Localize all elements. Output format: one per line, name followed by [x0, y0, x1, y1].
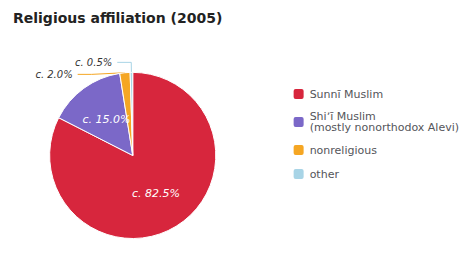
svg-text:c. 15.0%: c. 15.0%: [83, 113, 131, 126]
svg-text:c. 2.0%: c. 2.0%: [35, 69, 72, 80]
svg-text:Religious affiliation (2005): Religious affiliation (2005): [13, 10, 222, 26]
svg-text:Shiʼī Muslim: Shiʼī Muslim: [309, 110, 376, 123]
svg-text:other: other: [310, 168, 340, 181]
svg-text:nonreligious: nonreligious: [310, 144, 378, 157]
svg-text:c. 82.5%: c. 82.5%: [132, 187, 180, 200]
svg-text:c. 0.5%: c. 0.5%: [75, 57, 112, 68]
svg-text:Sunnī Muslim: Sunnī Muslim: [310, 88, 383, 101]
svg-text:(mostly nonorthodox Alevi): (mostly nonorthodox Alevi): [310, 121, 459, 134]
